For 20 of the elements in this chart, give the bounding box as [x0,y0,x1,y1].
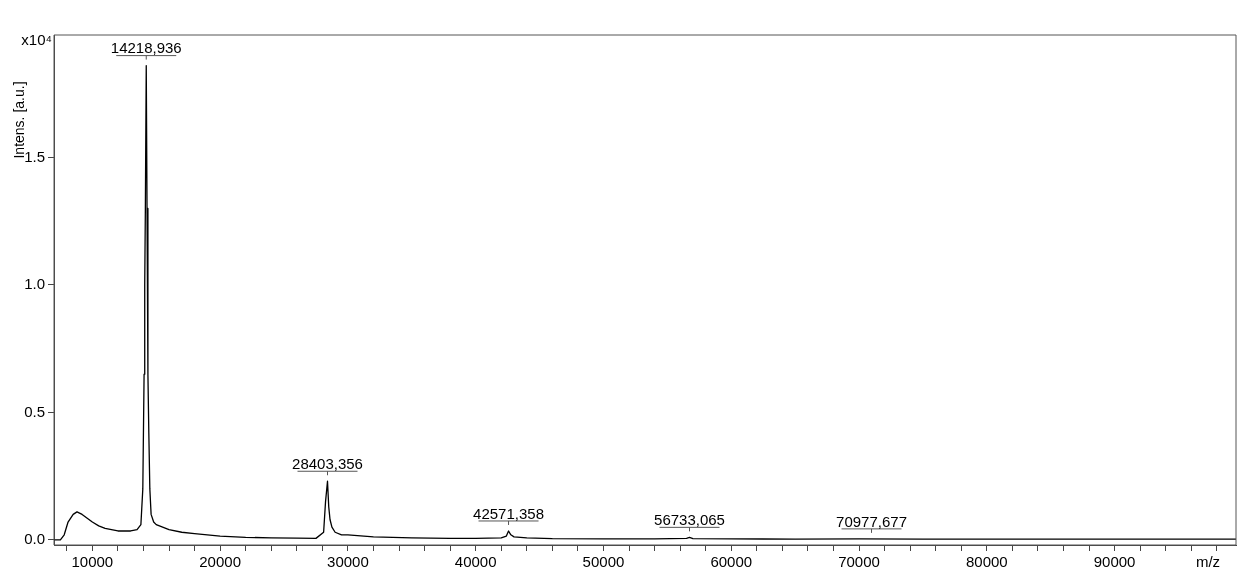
y-tick-label: 0.5 [24,402,45,420]
annotation: 14218,936 [110,39,182,57]
x-tick-label: 30000 [327,553,369,571]
annotation: 28403,356 [292,454,363,472]
y-tick-label: 1.5 [24,147,45,165]
y-tick-label: 1.0 [24,275,45,293]
x-axis-title: m/z [1195,552,1221,570]
x-tick-label: 40000 [454,553,497,571]
x-tick-label: 60000 [710,553,753,571]
text: x10⁴ [21,31,52,49]
x-tick-label: 90000 [1093,553,1136,571]
annotation: 56733,065 [654,510,725,528]
x-tick-label: 10000 [71,553,114,571]
annotation: 42571,358 [473,504,544,522]
x-tick-label: 80000 [965,553,1008,571]
y-tick-label: 0.0 [24,530,45,548]
x-tick-label: 20000 [199,553,241,571]
annotation: 70977,677 [836,512,907,530]
x-tick-label: 70000 [838,553,880,571]
x-tick-label: 50000 [582,553,625,571]
